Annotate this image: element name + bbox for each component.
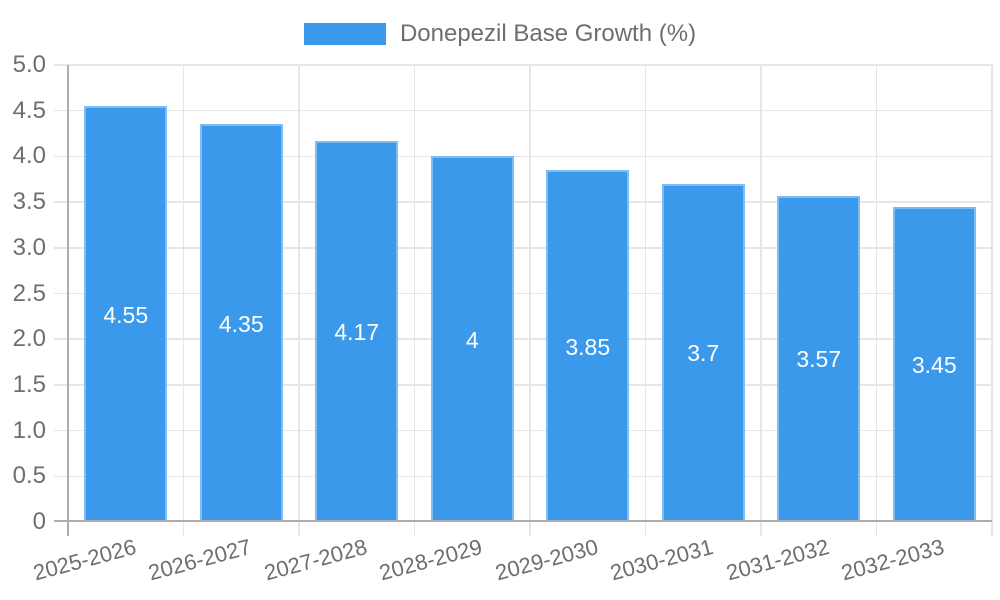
y-gridline (54, 292, 992, 295)
bar-value-label: 4 (465, 326, 479, 353)
x-gridline (529, 65, 531, 536)
y-tick-label: 1.5 (12, 370, 46, 398)
plot-area: 4.55 4.35 4.17 4 3.85 3.7 3.57 3.45 2025-2026 20… (30, 64, 993, 585)
x-gridline (413, 65, 416, 536)
bar: 3.85 (546, 170, 630, 522)
bar: 4.35 (199, 124, 283, 522)
bar-value-label: 3.7 (687, 340, 720, 367)
y-tick-label: 2.0 (12, 325, 46, 353)
x-gridline (760, 65, 762, 536)
x-tick-label: 2032-2033 (838, 534, 947, 586)
y-gridline (54, 429, 992, 432)
y-tick-label: 2.5 (12, 279, 46, 307)
y-tick-label: 4.5 (12, 96, 46, 124)
x-tick-label: 2026-2027 (145, 534, 254, 586)
y-tick-label: 1.0 (12, 416, 46, 444)
x-gridline (644, 65, 647, 536)
y-gridline (54, 475, 992, 478)
y-gridline (54, 384, 992, 386)
x-tick-label: 2027-2028 (261, 534, 370, 586)
y-tick-label: 0 (32, 508, 46, 535)
x-axis-line (54, 520, 992, 522)
y-gridline (54, 155, 992, 158)
x-gridline (991, 65, 993, 536)
x-tick-label: 2025-2026 (30, 534, 139, 586)
legend-label: Donepezil Base Growth (%) (399, 20, 697, 47)
y-axis-line (67, 65, 69, 536)
bar-value-label: 3.85 (565, 333, 611, 360)
y-gridline (54, 201, 992, 203)
y-gridline (54, 247, 992, 249)
x-gridline (298, 65, 300, 536)
bar: 3.7 (661, 183, 745, 522)
x-tick-label: 2031-2032 (723, 534, 832, 586)
bar: 4.55 (84, 106, 168, 522)
bar: 3.45 (892, 206, 976, 522)
legend-swatch (303, 23, 386, 45)
x-tick-label: 2028-2029 (376, 534, 485, 586)
bar-value-label: 4.55 (103, 301, 149, 328)
gridlines-layer (54, 64, 993, 536)
bar: 4 (430, 156, 514, 522)
bar-value-label: 3.57 (796, 346, 842, 373)
x-tick-label: 2029-2030 (492, 534, 601, 586)
legend[interactable]: Donepezil Base Growth (%) (0, 20, 1000, 48)
x-axis-labels: 2025-2026 2026-2027 2027-2028 2028-2029 2029… (30, 534, 992, 600)
y-tick-label: 3.5 (12, 188, 46, 216)
y-gridline (54, 64, 992, 66)
y-axis-labels: 0 0.5 1.0 1.5 2.0 2.5 3.0 3.5 4.0 4.5 5.0 (0, 51, 48, 535)
x-tick-label: 2030-2031 (607, 534, 716, 586)
bar-value-label: 4.17 (334, 318, 380, 345)
y-tick-label: 4.0 (12, 142, 46, 170)
bar-value-label: 4.35 (218, 310, 264, 337)
bar-value-label: 3.45 (911, 351, 957, 378)
y-tick-label: 3.0 (12, 233, 46, 261)
y-gridline (54, 338, 992, 340)
bar: 3.57 (777, 195, 861, 522)
bars-layer: 4.55 4.35 4.17 4 3.85 3.7 3.57 3.45 (68, 65, 992, 522)
bar: 4.17 (315, 140, 399, 522)
x-gridline (875, 65, 878, 536)
y-gridline (54, 109, 992, 112)
x-gridline (182, 65, 185, 536)
y-tick-label: 0.5 (12, 462, 46, 490)
y-tick-label: 5.0 (12, 51, 46, 78)
